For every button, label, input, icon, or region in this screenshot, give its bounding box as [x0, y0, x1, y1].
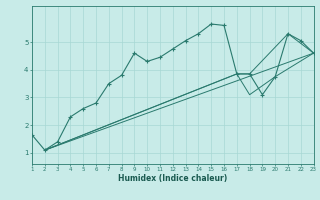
- X-axis label: Humidex (Indice chaleur): Humidex (Indice chaleur): [118, 174, 228, 183]
